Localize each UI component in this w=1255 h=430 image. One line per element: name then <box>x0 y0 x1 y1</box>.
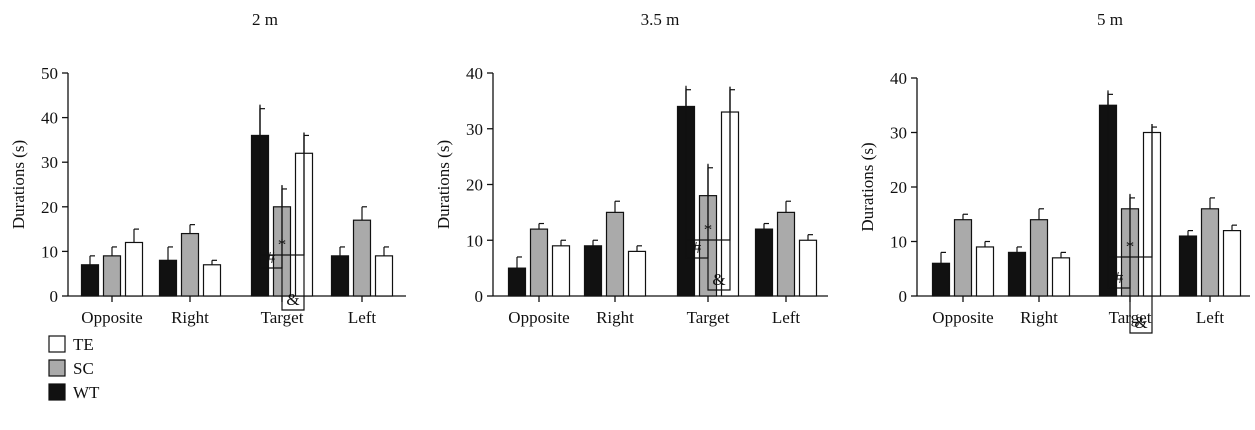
x-tick-label: Target <box>687 308 730 327</box>
y-tick-label: 0 <box>899 287 908 306</box>
bar-wt <box>1007 251 1027 297</box>
x-tick-label: Left <box>348 308 377 327</box>
bar-wt <box>754 228 774 297</box>
significance-label: * <box>278 235 287 254</box>
x-tick-label: Left <box>772 308 801 327</box>
bar-te <box>975 246 995 297</box>
significance-label: # <box>693 238 702 257</box>
legend-swatch <box>48 359 66 377</box>
x-tick-label: Right <box>596 308 634 327</box>
x-tick-label: Right <box>171 308 209 327</box>
bar-te <box>551 245 571 297</box>
bar-sc <box>776 211 796 297</box>
chart-panel-1: 2 m Durations (s) 0 10 20 30 40 50 Opposite Right… <box>9 10 406 327</box>
bar-sc <box>102 255 122 297</box>
bar-wt <box>330 255 350 297</box>
bar-sc <box>1029 219 1049 297</box>
bar-te <box>798 239 818 297</box>
bar-wt <box>80 264 100 297</box>
significance-label: & <box>1134 313 1147 332</box>
chart-title: 3.5 m <box>641 10 680 29</box>
x-tick-label: Left <box>1196 308 1225 327</box>
significance-label: * <box>1126 237 1135 256</box>
legend-label: TE <box>73 335 94 354</box>
y-tick-label: 0 <box>50 287 59 306</box>
y-tick-label: 30 <box>41 153 58 172</box>
x-tick-label: Opposite <box>932 308 993 327</box>
y-tick-label: 50 <box>41 64 58 83</box>
legend-item-te: TE <box>48 335 94 354</box>
bar-te <box>1222 230 1242 297</box>
significance-label: & <box>712 270 725 289</box>
chart-panels: 2 m Durations (s) 0 10 20 30 40 50 Opposite Right… <box>9 10 1250 334</box>
significance-bracket <box>259 105 305 256</box>
legend: TE SC WT <box>48 335 100 402</box>
significance-label: # <box>267 248 276 267</box>
y-tick-label: 10 <box>466 231 483 250</box>
bar-wt <box>158 259 178 297</box>
x-tick-label: Right <box>1020 308 1058 327</box>
significance-label: # <box>1115 268 1124 287</box>
bar-sc <box>529 228 549 297</box>
y-axis-label: Durations (s) <box>9 140 28 229</box>
y-tick-label: 30 <box>466 120 483 139</box>
significance-label: & <box>286 290 299 309</box>
bar-te <box>124 241 144 297</box>
bar-sc <box>953 219 973 297</box>
y-tick-label: 40 <box>41 109 58 128</box>
y-tick-label: 20 <box>890 178 907 197</box>
y-tick-label: 10 <box>41 242 58 261</box>
bar-sc <box>352 219 372 297</box>
chart-title: 2 m <box>252 10 278 29</box>
bar-te <box>374 255 394 297</box>
bar-wt <box>507 267 527 297</box>
bar-sc <box>180 232 200 297</box>
y-axis-label: Durations (s) <box>858 142 877 231</box>
y-tick-label: 40 <box>466 64 483 83</box>
y-tick-label: 10 <box>890 233 907 252</box>
y-tick-label: 0 <box>475 287 484 306</box>
bar-te <box>1051 257 1071 297</box>
legend-swatch <box>48 335 66 353</box>
significance-bracket <box>1107 92 1153 258</box>
legend-item-sc: SC <box>48 359 94 378</box>
bar-sc <box>605 211 625 297</box>
legend-label: WT <box>73 383 100 402</box>
legend-label: SC <box>73 359 94 378</box>
y-tick-label: 20 <box>466 176 483 195</box>
chart-title: 5 m <box>1097 10 1123 29</box>
x-tick-label: Opposite <box>508 308 569 327</box>
legend-swatch <box>48 383 66 401</box>
x-tick-label: Target <box>261 308 304 327</box>
significance-bracket <box>685 86 731 241</box>
y-tick-label: 30 <box>890 124 907 143</box>
bar-wt <box>1178 235 1198 297</box>
legend-item-wt: WT <box>48 383 100 402</box>
chart-panel-2: 3.5 m Durations (s) 0 10 20 30 40 Opposite Right… <box>434 10 828 327</box>
bar-te <box>202 264 222 297</box>
bar-sc <box>1200 208 1220 297</box>
y-axis-label: Durations (s) <box>434 140 453 229</box>
y-tick-label: 40 <box>890 69 907 88</box>
x-tick-label: Opposite <box>81 308 142 327</box>
bar-wt <box>583 245 603 297</box>
bar-wt <box>931 262 951 297</box>
significance-label: * <box>704 220 713 239</box>
y-tick-label: 20 <box>41 198 58 217</box>
bar-te <box>627 250 647 297</box>
